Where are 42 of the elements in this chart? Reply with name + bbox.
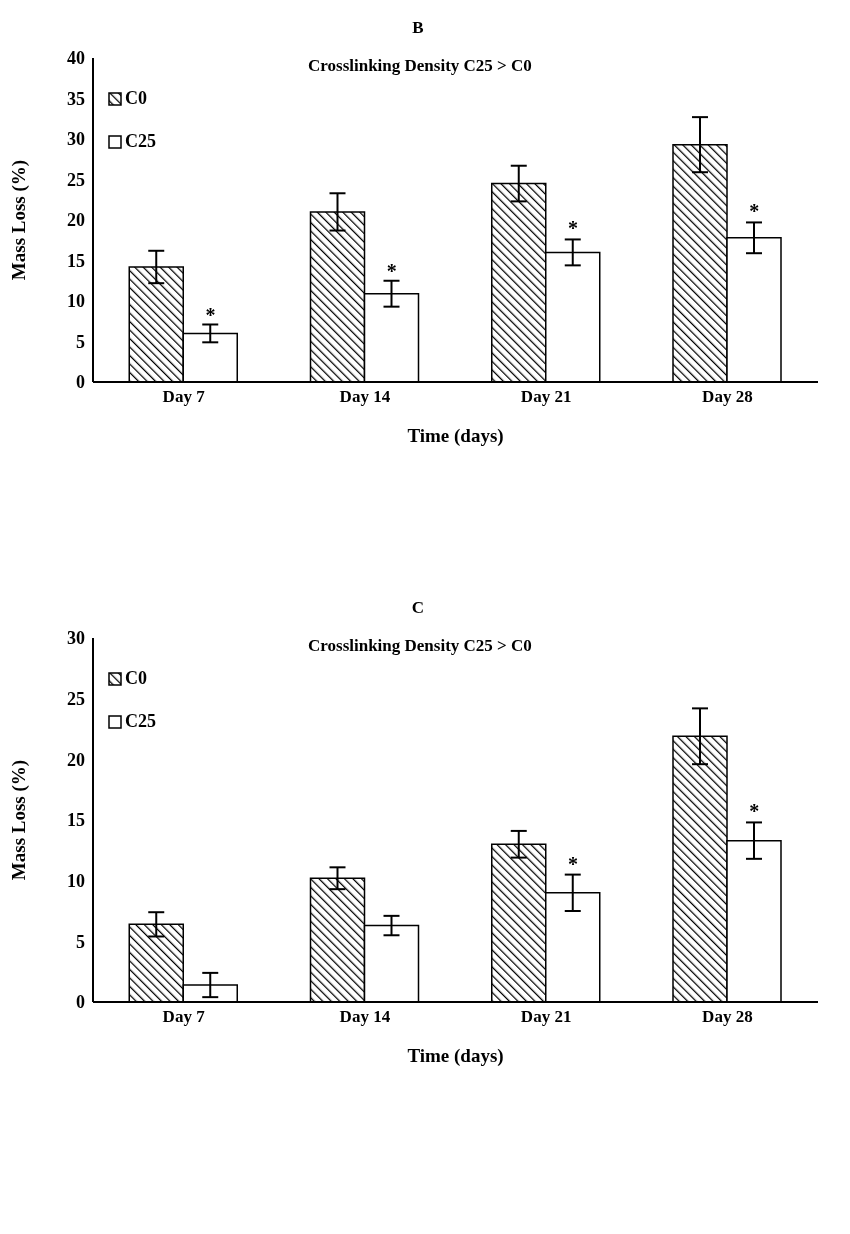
y-tick-label: 30 xyxy=(67,628,85,649)
x-tick-label: Day 28 xyxy=(702,1007,753,1027)
x-tick-label: Day 7 xyxy=(162,387,206,407)
y-axis-title: Mass Loss (%) xyxy=(7,159,30,281)
x-tick-label: Day 7 xyxy=(162,1007,206,1027)
x-tick-label: Day 21 xyxy=(520,1007,572,1027)
y-tick-label: 0 xyxy=(76,992,85,1013)
y-tick-label: 25 xyxy=(67,169,85,190)
legend-label: C25 xyxy=(125,131,156,152)
x-tick-label: Day 21 xyxy=(520,387,572,407)
y-tick-label: 15 xyxy=(67,250,85,271)
y-tick-label: 10 xyxy=(67,871,85,892)
legend-label: C0 xyxy=(125,88,147,109)
chart-title: C xyxy=(410,597,426,619)
annotation: * xyxy=(749,200,760,223)
x-axis-title: Time (days) xyxy=(407,1045,504,1067)
y-tick-label: 35 xyxy=(67,88,85,109)
y-tick-label: 40 xyxy=(67,48,85,69)
y-tick-label: 0 xyxy=(76,372,85,393)
y-tick-label: 20 xyxy=(67,749,85,770)
chart-subtitle: Crosslinking Density C25 > C0 xyxy=(308,56,532,76)
annotation: * xyxy=(749,800,760,823)
legend-label: C0 xyxy=(125,668,147,689)
y-tick-label: 25 xyxy=(67,689,85,710)
chart-title: B xyxy=(411,17,425,39)
x-tick-label: Day 28 xyxy=(702,387,753,407)
y-tick-label: 30 xyxy=(67,129,85,150)
annotation: * xyxy=(567,852,578,875)
annotation: * xyxy=(567,217,578,240)
chart-subtitle: Crosslinking Density C25 > C0 xyxy=(308,636,532,656)
y-tick-label: 5 xyxy=(76,331,85,352)
y-axis-title: Mass Loss (%) xyxy=(7,759,30,881)
annotation: * xyxy=(205,304,216,327)
y-tick-label: 20 xyxy=(67,210,85,231)
y-tick-label: 5 xyxy=(76,931,85,952)
annotation: * xyxy=(386,260,397,283)
legend-label: C25 xyxy=(125,711,156,732)
x-tick-label: Day 14 xyxy=(339,1007,391,1027)
y-tick-label: 10 xyxy=(67,291,85,312)
x-axis-title: Time (days) xyxy=(407,425,504,447)
x-tick-label: Day 14 xyxy=(339,387,391,407)
y-tick-label: 15 xyxy=(67,810,85,831)
